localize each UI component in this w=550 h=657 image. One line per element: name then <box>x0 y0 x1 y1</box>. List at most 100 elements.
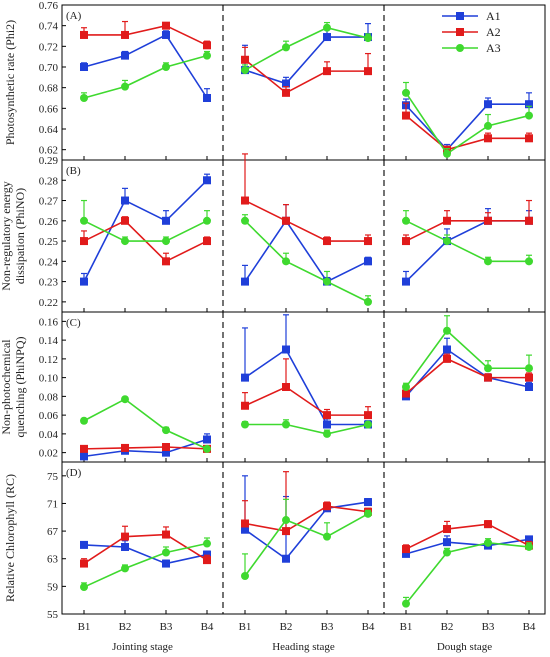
series-a3 <box>80 498 533 608</box>
y-axis-label: Non-photochemical <box>0 339 13 435</box>
series-line <box>244 26 369 71</box>
series-a1 <box>80 475 533 568</box>
y-tick-label: 0.68 <box>39 83 59 95</box>
x-axis: B1 B2 B3 B4 Jointing stage B1 B2 B3 B4 Heading st… <box>78 621 536 653</box>
series-a3 <box>80 199 533 306</box>
data-point <box>525 383 533 391</box>
data-point <box>443 354 451 363</box>
y-axis-label: dissipation (PhiNO) <box>13 188 27 284</box>
data-point <box>203 94 211 102</box>
series-line <box>244 199 368 242</box>
panel-a: 0.62 0.64 0.66 0.68 0.70 0.72 0.74 0.76 (A) Photo… <box>3 0 546 161</box>
data-point <box>364 420 372 429</box>
data-point <box>484 257 492 266</box>
stage-label: Dough stage <box>437 641 492 653</box>
data-point <box>162 530 170 539</box>
y-axis-label: Non-regulatory energy <box>0 181 13 290</box>
series-line <box>83 398 208 450</box>
data-point <box>282 527 290 536</box>
y-tick-label: 0.29 <box>39 155 59 167</box>
data-point <box>241 277 249 286</box>
series-line <box>244 348 368 426</box>
y-tick-label: 0.04 <box>39 429 59 441</box>
panel-c: 0.02 0.04 0.06 0.08 0.10 0.12 0.14 0.16 (C) Non-p… <box>0 311 546 463</box>
data-point <box>203 444 211 453</box>
data-point <box>402 111 410 120</box>
data-point <box>364 509 372 518</box>
data-point <box>162 30 170 39</box>
y-tick-label: 0.24 <box>39 256 59 268</box>
y-tick-label: 0.25 <box>39 236 59 248</box>
data-point <box>323 67 331 76</box>
data-point <box>364 34 372 43</box>
data-point <box>203 539 211 548</box>
series-line <box>83 33 208 99</box>
panel-b: 0.22 0.23 0.24 0.25 0.26 0.27 0.28 0.29 (B) Non-r… <box>0 153 546 313</box>
data-point <box>162 257 170 266</box>
y-tick-label: 63 <box>47 554 59 566</box>
x-tick-label: B1 <box>239 621 252 633</box>
data-point <box>364 257 372 266</box>
data-point <box>525 134 533 143</box>
data-point <box>323 429 331 438</box>
series-line <box>245 423 369 435</box>
data-point <box>282 345 290 354</box>
data-point <box>525 542 533 551</box>
data-point <box>484 100 492 109</box>
data-point <box>402 88 410 97</box>
data-point <box>323 420 331 429</box>
series-a2 <box>80 153 533 266</box>
data-point <box>364 297 372 306</box>
y-tick-label: 0.28 <box>39 175 59 187</box>
y-tick-label: 0.26 <box>39 216 59 228</box>
data-point <box>80 540 88 549</box>
data-point <box>121 30 129 39</box>
y-tick-label: 0.02 <box>39 448 58 460</box>
data-point <box>323 23 331 32</box>
data-point <box>121 532 129 541</box>
series-line <box>83 542 208 588</box>
data-point <box>162 21 170 30</box>
data-point <box>162 216 170 225</box>
data-point <box>80 452 88 461</box>
data-point <box>162 63 170 71</box>
series-a1 <box>80 23 533 154</box>
data-point <box>364 67 372 76</box>
data-point <box>121 237 129 246</box>
data-point <box>484 538 492 547</box>
y-tick-label: 0.66 <box>39 103 59 115</box>
data-point <box>121 564 129 573</box>
y-tick-label: 0.70 <box>39 62 59 74</box>
data-point <box>402 383 410 391</box>
y-tick-label: 0.16 <box>39 316 59 328</box>
y-axis-label: Photosynthetic rate (Phi2) <box>3 20 17 145</box>
x-tick-label: B3 <box>160 621 173 633</box>
data-point <box>241 66 249 75</box>
y-axis-label: quenching (PhiNPQ) <box>13 337 27 438</box>
data-point <box>162 443 170 451</box>
series-line <box>405 114 529 151</box>
data-point <box>241 196 249 205</box>
data-point <box>80 444 88 453</box>
data-point <box>282 420 290 429</box>
data-point <box>203 237 211 246</box>
data-point <box>484 364 492 373</box>
data-point <box>402 216 410 225</box>
data-point <box>282 516 290 525</box>
data-point <box>241 216 249 225</box>
series-a1 <box>80 314 533 461</box>
y-tick-label: 0.74 <box>39 21 59 33</box>
panel-frame <box>61 159 546 313</box>
data-point <box>282 79 290 88</box>
data-point <box>241 55 249 64</box>
series-line <box>83 220 208 242</box>
x-tick-label: B2 <box>119 621 132 633</box>
y-tick-label: 55 <box>47 609 59 621</box>
y-tick-label: 0.27 <box>39 196 59 208</box>
data-point <box>121 216 129 225</box>
data-point <box>80 216 88 225</box>
data-point <box>282 554 290 563</box>
data-point <box>162 548 170 557</box>
